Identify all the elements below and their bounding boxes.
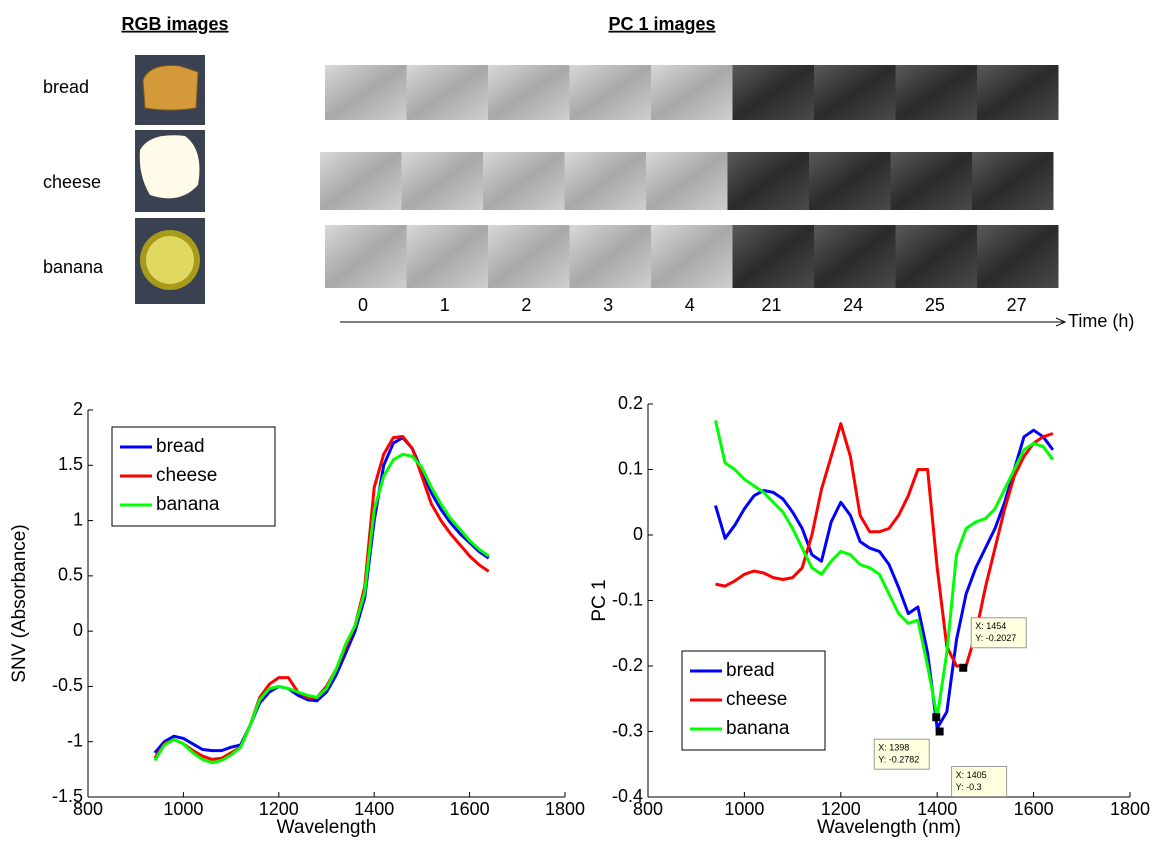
pc-tile xyxy=(814,225,896,288)
pc-tile xyxy=(977,65,1059,120)
x-tick-label: 1000 xyxy=(163,799,203,819)
pc-tile xyxy=(646,152,728,210)
x-tick-label: 1400 xyxy=(354,799,394,819)
sample-label: cheese xyxy=(43,172,101,192)
time-tick-label: 1 xyxy=(440,295,450,315)
pc-tile xyxy=(651,225,733,288)
x-tick-label: 1200 xyxy=(821,799,861,819)
series-line xyxy=(153,436,490,754)
series-line xyxy=(714,428,1055,730)
pc-tile xyxy=(569,225,651,288)
series-line xyxy=(153,452,490,765)
y-tick-label: -0.2 xyxy=(612,655,643,675)
series-line xyxy=(714,420,1055,719)
legend-label: bread xyxy=(156,436,205,457)
x-tick-label: 1000 xyxy=(724,799,764,819)
y-tick-label: 0 xyxy=(73,620,83,640)
time-tick-label: 21 xyxy=(761,295,781,315)
y-tick-label: -0.1 xyxy=(612,589,643,609)
y-axis-label: PC 1 xyxy=(589,579,610,621)
pc-tile xyxy=(732,65,814,120)
datatip-y: Y: -0.3 xyxy=(956,782,982,792)
y-tick-label: 2 xyxy=(73,399,83,419)
legend-label: bread xyxy=(726,660,775,681)
time-tick-label: 4 xyxy=(685,295,695,315)
pc-tile xyxy=(564,152,646,210)
x-axis-label: Wavelength (nm) xyxy=(817,817,961,838)
y-tick-label: -1 xyxy=(67,730,83,750)
sample-label: banana xyxy=(43,257,104,277)
y-tick-label: 1 xyxy=(73,509,83,529)
legend-label: banana xyxy=(726,718,790,739)
sample-label: bread xyxy=(43,77,89,97)
x-tick-label: 1600 xyxy=(450,799,490,819)
time-tick-label: 2 xyxy=(521,295,531,315)
x-tick-label: 1800 xyxy=(1110,799,1150,819)
pc-tile xyxy=(814,65,896,120)
pc-tile xyxy=(483,152,565,210)
pc-tile xyxy=(972,152,1054,210)
pc-tile xyxy=(895,225,977,288)
time-label: Time (h) xyxy=(1068,311,1134,331)
datatip-box xyxy=(970,617,1027,649)
time-tick-label: 0 xyxy=(358,295,368,315)
pc-tile xyxy=(406,65,488,120)
legend-label: cheese xyxy=(156,465,217,486)
rgb-title: RGB images xyxy=(121,14,228,34)
y-tick-label: -0.5 xyxy=(52,675,83,695)
x-tick-label: 1200 xyxy=(259,799,299,819)
datatip-marker xyxy=(959,663,968,672)
pc-tile xyxy=(406,225,488,288)
time-tick-label: 24 xyxy=(843,295,863,315)
x-tick-label: 1400 xyxy=(917,799,957,819)
datatip-marker xyxy=(932,713,941,722)
y-tick-label: 0.2 xyxy=(618,393,643,413)
legend-label: banana xyxy=(156,494,220,515)
datatip-x: X: 1454 xyxy=(975,621,1006,631)
datatip-y: Y: -0.2027 xyxy=(975,633,1016,643)
datatip-x: X: 1398 xyxy=(878,743,909,753)
pc-tile xyxy=(977,225,1059,288)
legend-label: cheese xyxy=(726,689,787,710)
rgb-images xyxy=(135,55,205,304)
x-axis-label: Wavelength xyxy=(277,817,377,838)
pc-tile xyxy=(569,65,651,120)
time-tick-label: 25 xyxy=(925,295,945,315)
pc-tile xyxy=(727,152,809,210)
datatip-marker xyxy=(935,727,944,736)
y-tick-label: -0.4 xyxy=(612,786,643,806)
pc-tile xyxy=(488,225,570,288)
pc-tile xyxy=(401,152,483,210)
pc-images xyxy=(320,65,1059,288)
datatip-box xyxy=(873,738,930,770)
pc-title: PC 1 images xyxy=(608,14,715,34)
pc-tile xyxy=(320,152,402,210)
pc-tile xyxy=(488,65,570,120)
y-tick-label: 0 xyxy=(633,524,643,544)
x-tick-label: 1800 xyxy=(545,799,585,819)
x-tick-label: 1600 xyxy=(1014,799,1054,819)
pc-tile xyxy=(895,65,977,120)
y-tick-label: 0.5 xyxy=(58,565,83,585)
y-tick-label: 1.5 xyxy=(58,454,83,474)
pc-tile xyxy=(651,65,733,120)
pc-tile xyxy=(809,152,891,210)
pc-tile xyxy=(890,152,972,210)
pc-tile xyxy=(732,225,814,288)
datatip-y: Y: -0.2782 xyxy=(878,755,919,765)
datatip-x: X: 1405 xyxy=(956,770,987,780)
y-tick-label: -0.3 xyxy=(612,720,643,740)
time-tick-label: 27 xyxy=(1007,295,1027,315)
pc-tile xyxy=(325,225,407,288)
series-line xyxy=(715,422,1054,668)
time-tick-label: 3 xyxy=(603,295,613,315)
pc-tile xyxy=(325,65,407,120)
y-tick-label: -1.5 xyxy=(52,786,83,806)
x-tick-label: 800 xyxy=(73,799,103,819)
y-tick-label: 0.1 xyxy=(618,458,643,478)
datatip-box xyxy=(951,766,1008,797)
y-axis-label: SNV (Absorbance) xyxy=(9,524,30,682)
x-tick-label: 800 xyxy=(633,799,663,819)
